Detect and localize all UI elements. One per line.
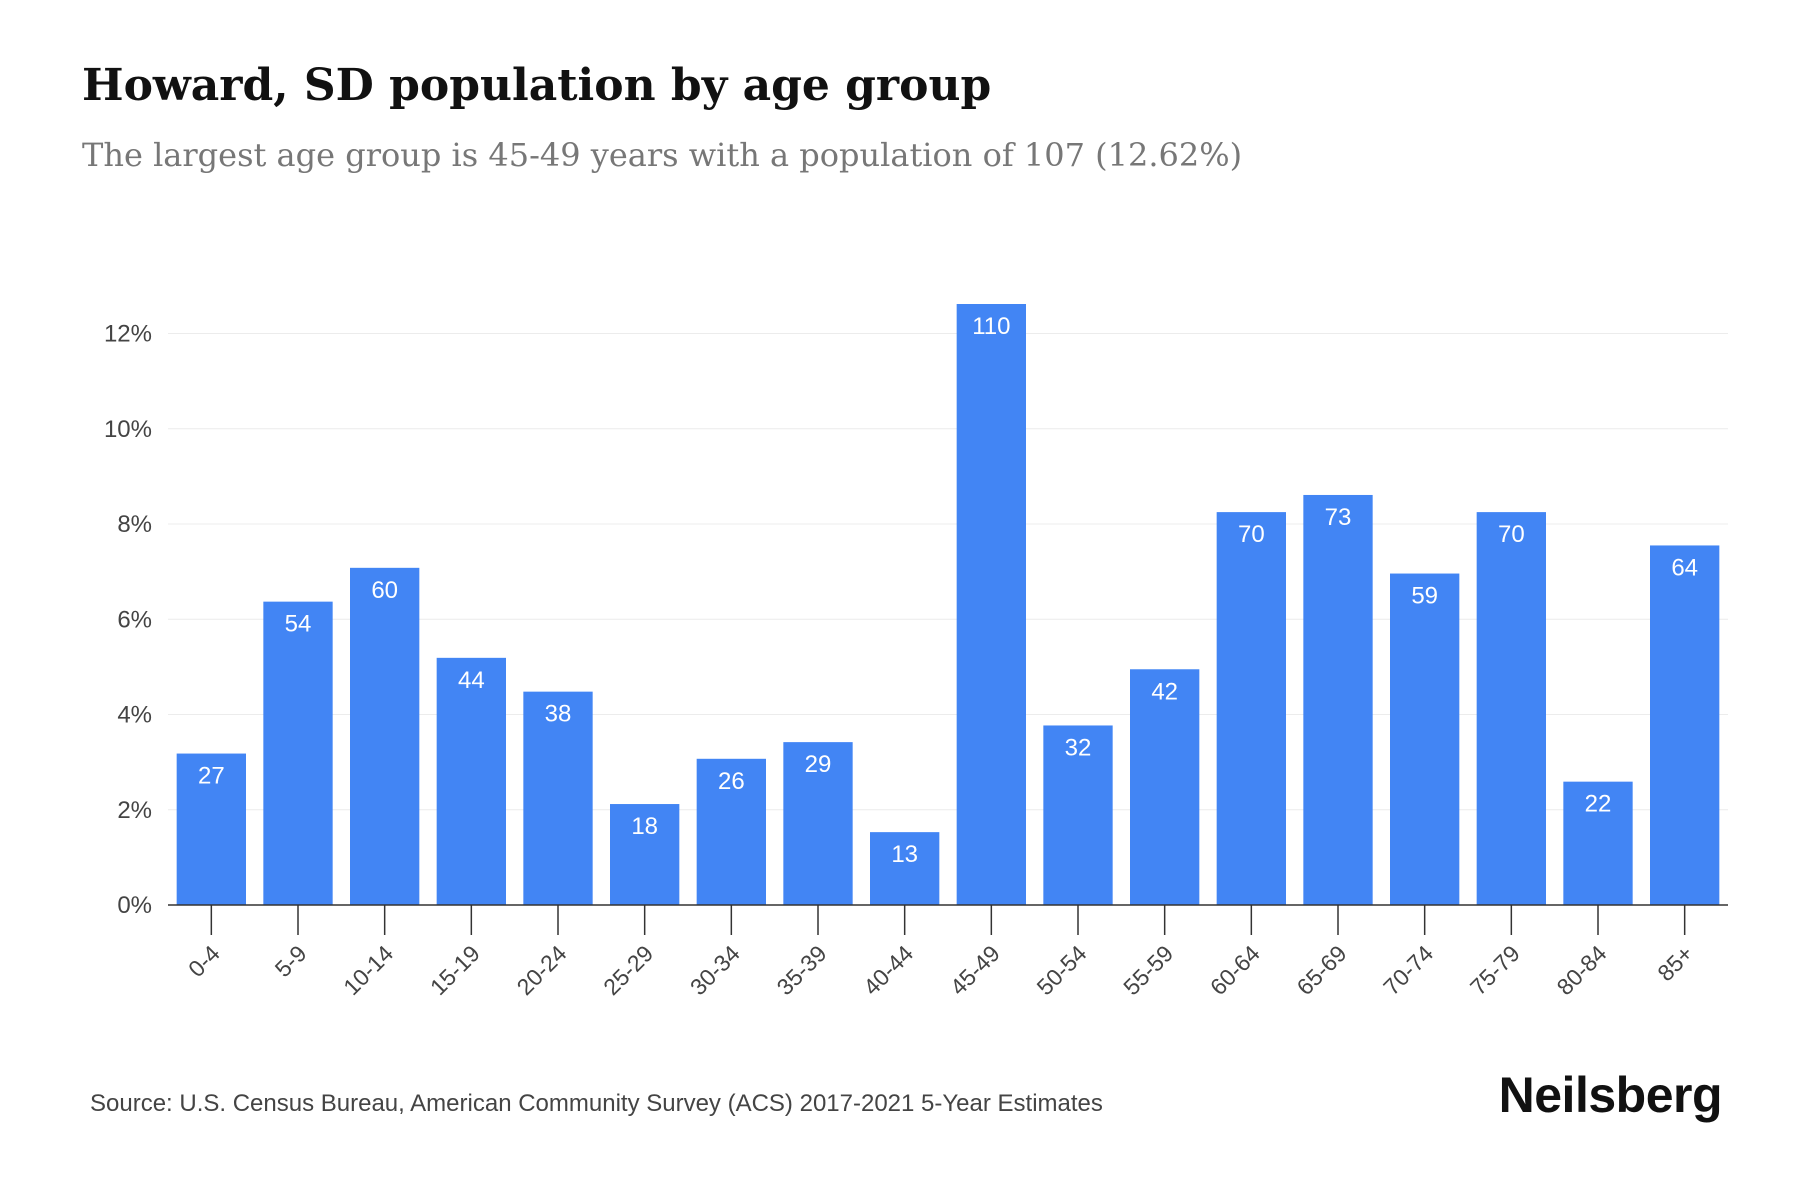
bar	[870, 832, 940, 905]
bar	[436, 657, 506, 905]
bar	[783, 742, 853, 905]
bar-value-label: 110	[972, 313, 1010, 340]
x-tick-label: 30-34	[685, 940, 745, 1000]
x-tick-label: 50-54	[1032, 940, 1092, 1000]
bar	[1130, 669, 1200, 905]
y-tick-label: 4%	[117, 702, 152, 729]
x-tick-label: 45-49	[945, 940, 1005, 1000]
y-tick-label: 2%	[117, 797, 152, 824]
bar	[1216, 512, 1286, 905]
x-tick-label: 10-14	[338, 940, 398, 1000]
x-tick-label: 80-84	[1552, 940, 1612, 1000]
bar-value-label: 73	[1325, 504, 1352, 531]
gridlines	[168, 333, 1728, 811]
y-tick-label: 8%	[117, 511, 152, 538]
bar-value-label: 42	[1151, 678, 1178, 705]
bar	[1043, 725, 1113, 905]
bar-value-label: 44	[458, 667, 485, 694]
x-tick-label: 0-4	[183, 940, 225, 982]
bar-value-label: 22	[1585, 791, 1612, 818]
bar-value-label: 18	[631, 813, 658, 840]
x-tick-label: 20-24	[512, 940, 572, 1000]
brand-logo: Neilsberg	[1498, 1067, 1723, 1123]
bar	[1476, 512, 1546, 905]
bar	[1650, 545, 1720, 905]
x-tick-label: 55-59	[1118, 940, 1178, 1000]
chart-subtitle: The largest age group is 45-49 years wit…	[82, 136, 1243, 174]
x-tick-label: 70-74	[1378, 940, 1438, 1000]
bar	[1303, 494, 1373, 905]
x-tick-label: 85+	[1652, 940, 1698, 986]
bar-value-label: 70	[1498, 521, 1525, 548]
y-tick-label: 6%	[117, 606, 152, 633]
y-tick-label: 12%	[104, 321, 152, 348]
bar-value-label: 29	[805, 751, 832, 778]
x-tick-label: 60-64	[1205, 940, 1265, 1000]
bar-value-label: 38	[545, 701, 572, 728]
y-axis-ticks: 0% 2% 4% 6% 8% 10% 12%	[104, 321, 152, 919]
x-tick-label: 40-44	[858, 940, 918, 1000]
bar-value-label: 26	[718, 768, 745, 795]
source-note: Source: U.S. Census Bureau, American Com…	[90, 1090, 1103, 1117]
bar-value-label: 64	[1671, 554, 1698, 581]
x-tick-label: 75-79	[1465, 940, 1525, 1000]
bar-value-label: 32	[1065, 734, 1092, 761]
bar	[956, 304, 1026, 905]
bars: 27 54 60 44 38 18 26 29 13 110 32 42 70 73 59 70 22 64	[176, 304, 1720, 905]
x-tick-label: 25-29	[598, 940, 658, 1000]
x-axis-ticks: 0-4 5-9 10-14 15-19 20-24 25-29 30-34 35-39 40-4…	[183, 940, 1698, 1000]
chart-title: Howard, SD population by age group	[82, 60, 992, 111]
bar-value-label: 13	[891, 841, 918, 868]
bar-value-label: 70	[1238, 521, 1265, 548]
x-tick-label: 15-19	[425, 940, 485, 1000]
bar	[176, 753, 246, 905]
bar-value-label: 59	[1411, 583, 1438, 610]
bar	[1563, 781, 1633, 905]
bar-value-label: 54	[285, 611, 312, 638]
y-tick-label: 0%	[117, 892, 152, 919]
bar-value-label: 27	[198, 763, 225, 790]
bar-value-label: 60	[371, 577, 398, 604]
y-tick-label: 10%	[104, 416, 152, 443]
bar	[1390, 573, 1460, 905]
x-tick-label: 5-9	[270, 940, 312, 982]
x-tick-label: 35-39	[772, 940, 832, 1000]
bar	[350, 567, 420, 905]
bar	[696, 758, 766, 905]
bar	[523, 691, 593, 905]
bar	[610, 804, 680, 905]
bar	[263, 601, 333, 905]
x-axis	[168, 904, 1728, 935]
x-tick-label: 65-69	[1292, 940, 1352, 1000]
